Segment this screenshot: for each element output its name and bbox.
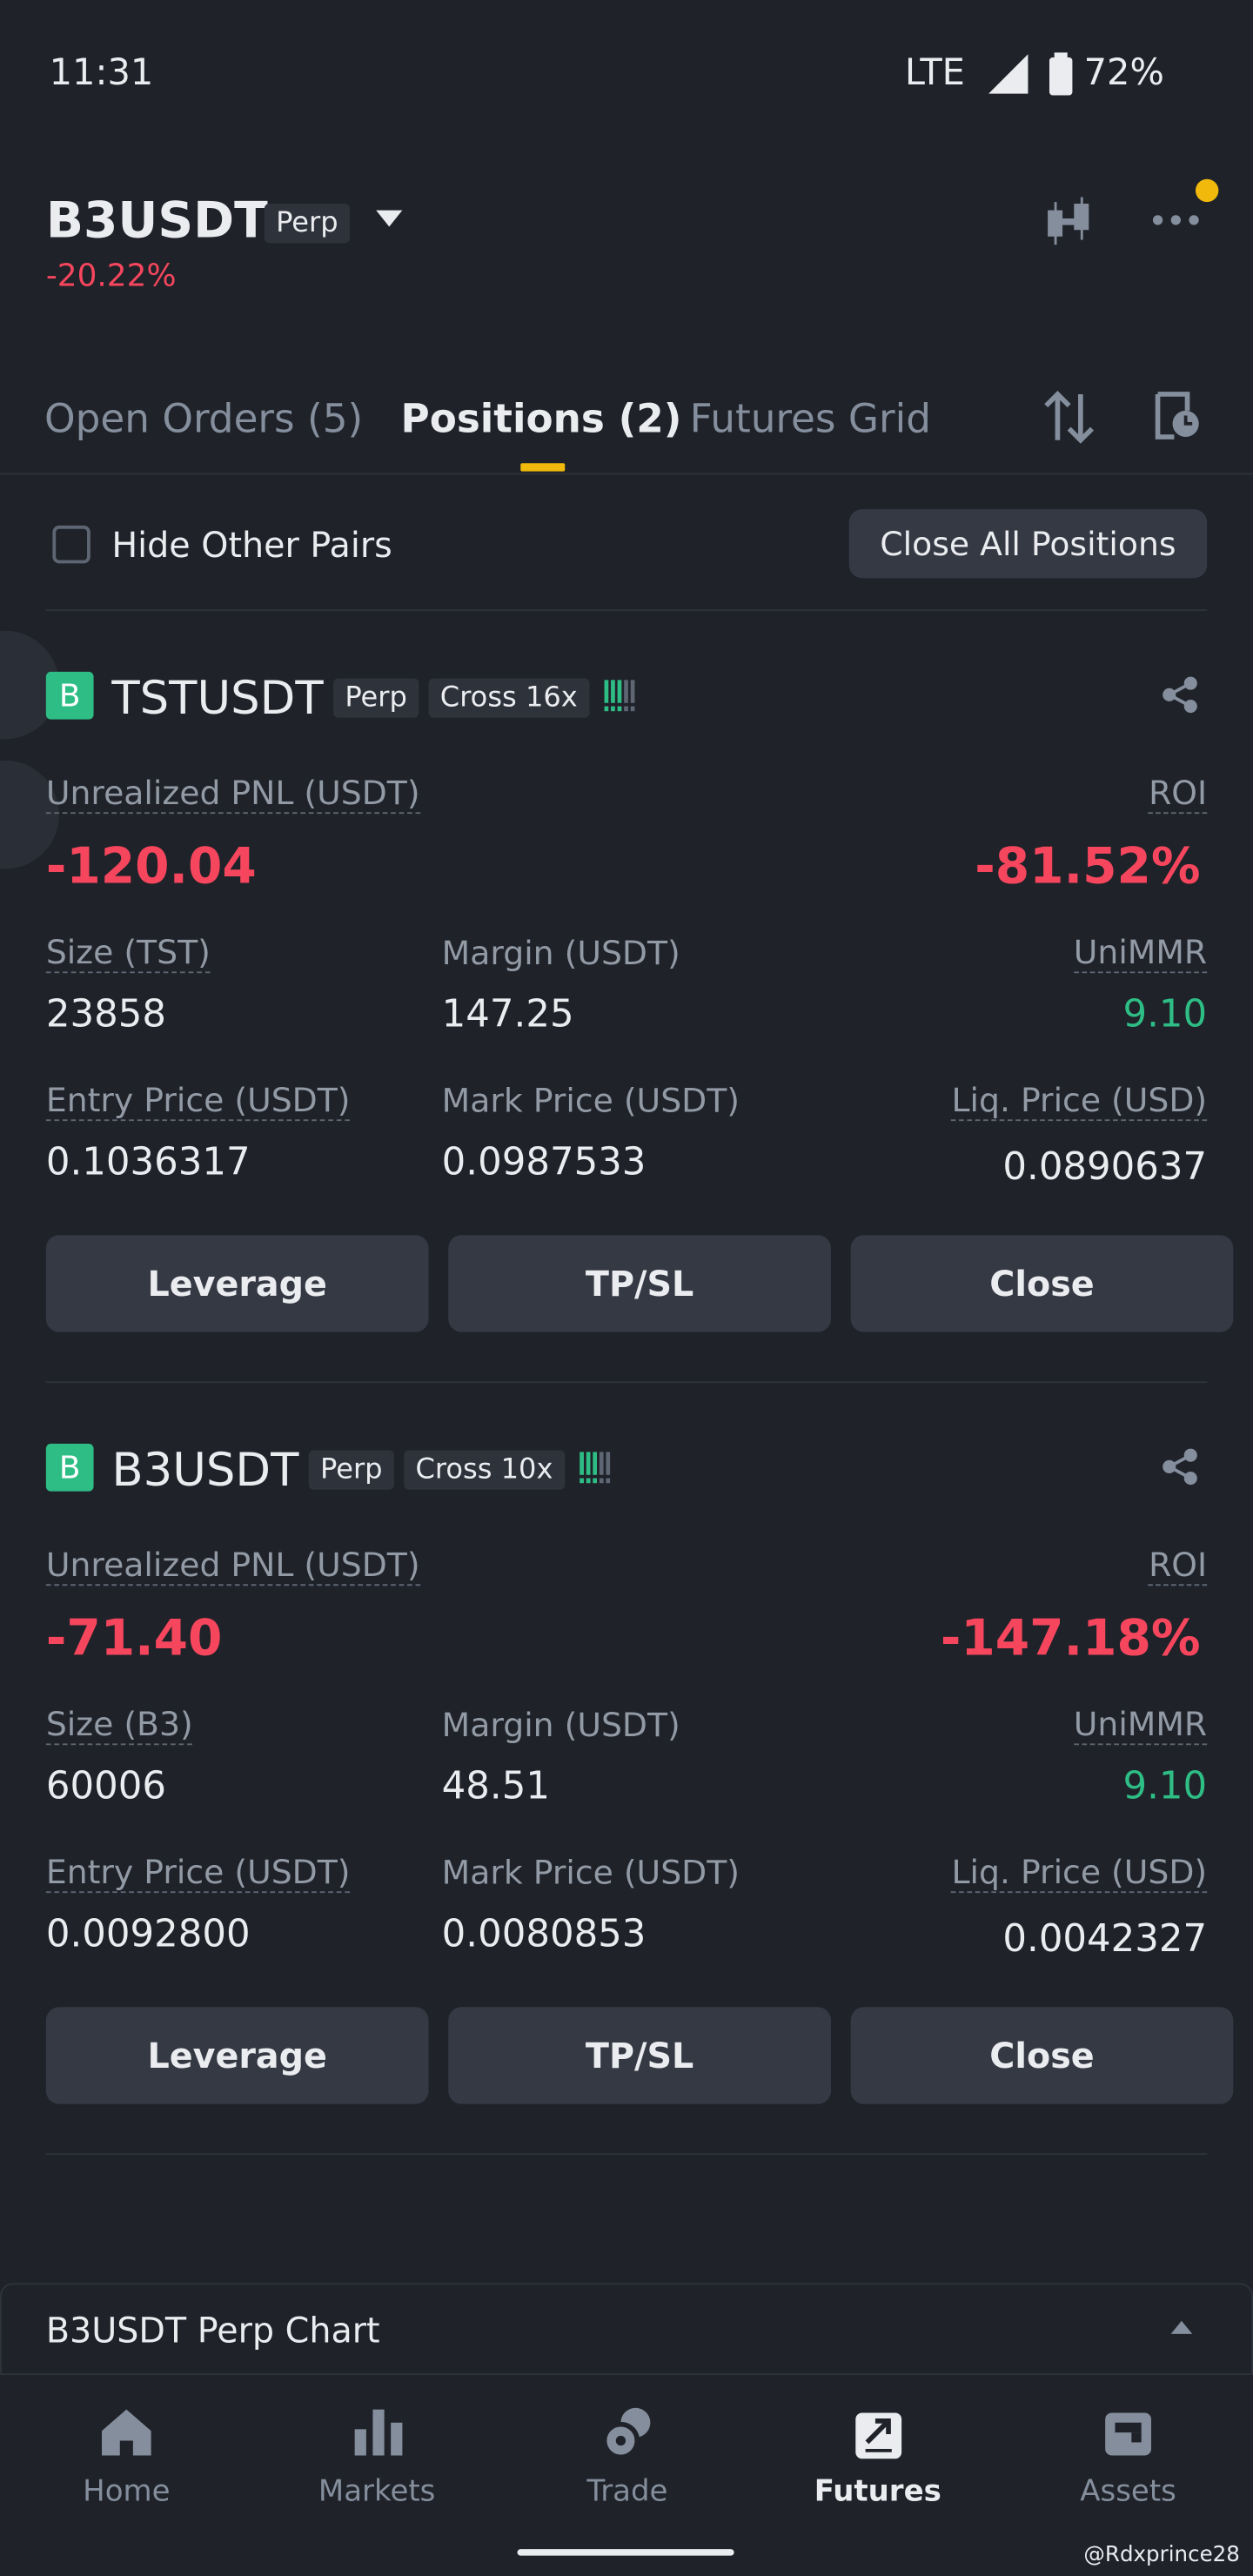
field-label: UniMMR	[1073, 1704, 1208, 1746]
type-badge: Perp	[308, 1450, 394, 1490]
tab-underline	[519, 463, 565, 472]
action-button[interactable]: Leverage	[45, 1235, 429, 1332]
roi-label: ROI	[1149, 772, 1208, 815]
filter-divider	[45, 609, 1208, 612]
nav-icon[interactable]	[351, 2406, 403, 2462]
field-label: Margin (USDT)	[441, 1705, 680, 1745]
field-label: Entry Price (USDT)	[45, 1079, 351, 1122]
tab[interactable]: Futures Grid	[689, 395, 931, 442]
signal-icon	[988, 54, 1029, 94]
nav-label[interactable]: Assets	[1080, 2474, 1176, 2509]
tabs-divider	[0, 473, 1253, 475]
pnl-label: Unrealized PNL (USDT)	[45, 772, 420, 815]
notice-dot	[1195, 178, 1219, 203]
field-value: 0.1036317	[45, 1141, 251, 1184]
position-symbol: TSTUSDT	[111, 670, 324, 726]
field-label: Liq. Price (USD)	[951, 1079, 1208, 1122]
field-value: 0.0042327	[1002, 1918, 1208, 1962]
more-icon[interactable]	[1151, 213, 1201, 226]
pnl-label: Unrealized PNL (USDT)	[45, 1545, 420, 1587]
close-all-button[interactable]: Close All Positions	[848, 509, 1208, 579]
card-divider	[45, 2153, 1208, 2156]
nav-icon[interactable]	[1102, 2406, 1154, 2462]
margin-badge: Cross 10x	[404, 1450, 565, 1490]
field-label: Entry Price (USDT)	[45, 1851, 351, 1894]
header-change: -20.22%	[45, 258, 177, 294]
field-label: Mark Price (USDT)	[441, 1080, 740, 1121]
card-divider	[45, 1381, 1208, 1384]
margin-badge: Cross 16x	[428, 678, 589, 718]
nav-label[interactable]: Markets	[318, 2474, 436, 2509]
status-network: LTE	[904, 53, 965, 95]
field-value: 0.0080853	[441, 1913, 647, 1956]
history-icon[interactable]	[1155, 391, 1201, 440]
field-label: Size (TST)	[45, 932, 211, 974]
side-icon: B	[45, 1443, 94, 1492]
home-indicator	[517, 2549, 734, 2556]
field-value: 48.51	[441, 1765, 550, 1808]
nav-label[interactable]: Trade	[586, 2474, 668, 2509]
checkbox-label: Hide Other Pairs	[111, 525, 392, 566]
field-value: 0.0092800	[45, 1913, 251, 1956]
nav-icon[interactable]	[852, 2406, 904, 2462]
action-button[interactable]: TP/SL	[448, 2007, 831, 2104]
field-value: 0.0987533	[441, 1141, 647, 1184]
chart-bar-label: B3USDT Perp Chart	[45, 2311, 380, 2351]
action-button[interactable]: Close	[850, 2007, 1234, 2104]
action-button[interactable]: Close	[850, 1235, 1234, 1332]
nav-bar	[0, 2373, 1253, 2576]
status-time: 11:31	[49, 53, 154, 95]
watermark: @Rdxprince28	[1083, 2543, 1240, 2568]
pnl-value: -120.04	[45, 838, 257, 896]
header-badge: Perp	[264, 204, 350, 244]
share-icon[interactable]	[1163, 676, 1199, 714]
nav-icon[interactable]	[601, 2406, 653, 2462]
nav-label[interactable]: Home	[83, 2474, 171, 2509]
tab[interactable]: Open Orders (5)	[44, 395, 364, 442]
type-badge: Perp	[333, 678, 419, 718]
field-label: Margin (USDT)	[441, 932, 680, 973]
header-symbol: B3USDT	[45, 192, 268, 251]
field-value: 0.0890637	[1002, 1146, 1208, 1190]
position-symbol: B3USDT	[111, 1442, 299, 1498]
field-value: 9.10	[1122, 1765, 1208, 1808]
field-label: Size (B3)	[45, 1704, 193, 1746]
expand-caret[interactable]	[1170, 2320, 1193, 2334]
share-icon[interactable]	[1163, 1448, 1199, 1486]
field-value: 9.10	[1122, 993, 1208, 1036]
checkbox[interactable]	[52, 525, 90, 564]
pnl-value: -71.40	[45, 1610, 223, 1668]
field-label: UniMMR	[1073, 932, 1208, 974]
roi-value: -81.52%	[975, 838, 1201, 896]
battery-icon	[1049, 52, 1073, 96]
status-battery: 72%	[1083, 53, 1164, 95]
field-label: Liq. Price (USD)	[951, 1851, 1208, 1894]
action-button[interactable]: TP/SL	[448, 1235, 831, 1332]
sort-icon[interactable]	[1044, 390, 1095, 444]
field-label: Mark Price (USDT)	[441, 1852, 740, 1893]
risk-bars	[604, 680, 635, 712]
dropdown-caret[interactable]	[376, 210, 403, 231]
side-icon: B	[45, 671, 94, 720]
nav-icon[interactable]	[100, 2406, 152, 2462]
roi-label: ROI	[1149, 1545, 1208, 1587]
action-button[interactable]: Leverage	[45, 2007, 429, 2104]
field-value: 147.25	[441, 993, 574, 1036]
chart-icon[interactable]	[1042, 197, 1097, 246]
roi-value: -147.18%	[940, 1610, 1201, 1668]
field-value: 60006	[45, 1765, 166, 1808]
risk-bars	[580, 1452, 611, 1484]
field-value: 23858	[45, 993, 166, 1036]
tab[interactable]: Positions (2)	[400, 395, 682, 442]
nav-label[interactable]: Futures	[814, 2474, 941, 2509]
